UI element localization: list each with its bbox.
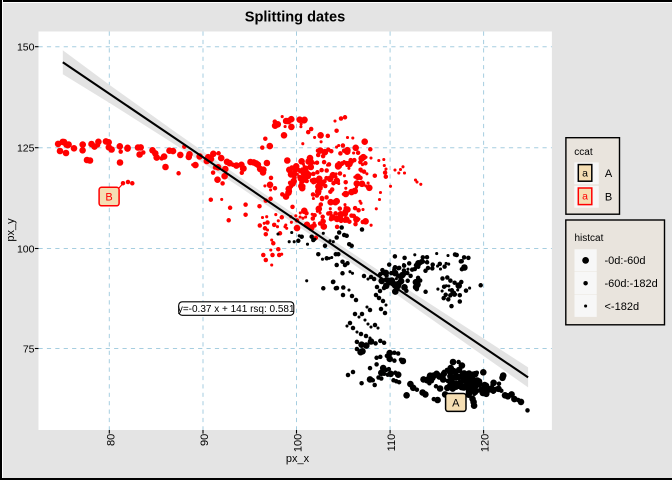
svg-text:100: 100	[293, 434, 305, 452]
svg-text:-60d:-182d: -60d:-182d	[605, 278, 658, 290]
svg-text:y=-0.37 x + 141 rsq: 0.581: y=-0.37 x + 141 rsq: 0.581	[178, 304, 295, 315]
svg-text:90: 90	[199, 434, 211, 446]
svg-text:histcat: histcat	[575, 233, 604, 244]
svg-text:100: 100	[17, 243, 35, 255]
svg-text:150: 150	[17, 42, 35, 54]
svg-text:<-182d: <-182d	[605, 301, 640, 313]
svg-text:A: A	[605, 168, 613, 180]
svg-text:110: 110	[386, 434, 398, 452]
svg-text:ccat: ccat	[574, 147, 593, 158]
svg-text:px_y: px_y	[5, 218, 17, 242]
svg-text:80: 80	[105, 434, 117, 446]
svg-text:B: B	[105, 192, 112, 204]
svg-text:Splitting dates: Splitting dates	[245, 9, 346, 25]
svg-text:-0d:-60d: -0d:-60d	[605, 255, 646, 267]
svg-text:75: 75	[23, 343, 35, 355]
svg-text:125: 125	[17, 143, 35, 155]
svg-text:120: 120	[480, 434, 492, 452]
svg-text:a: a	[582, 167, 588, 179]
svg-text:px_x: px_x	[286, 453, 310, 465]
svg-text:B: B	[605, 192, 612, 204]
svg-text:A: A	[452, 398, 460, 410]
svg-text:a: a	[582, 191, 588, 203]
